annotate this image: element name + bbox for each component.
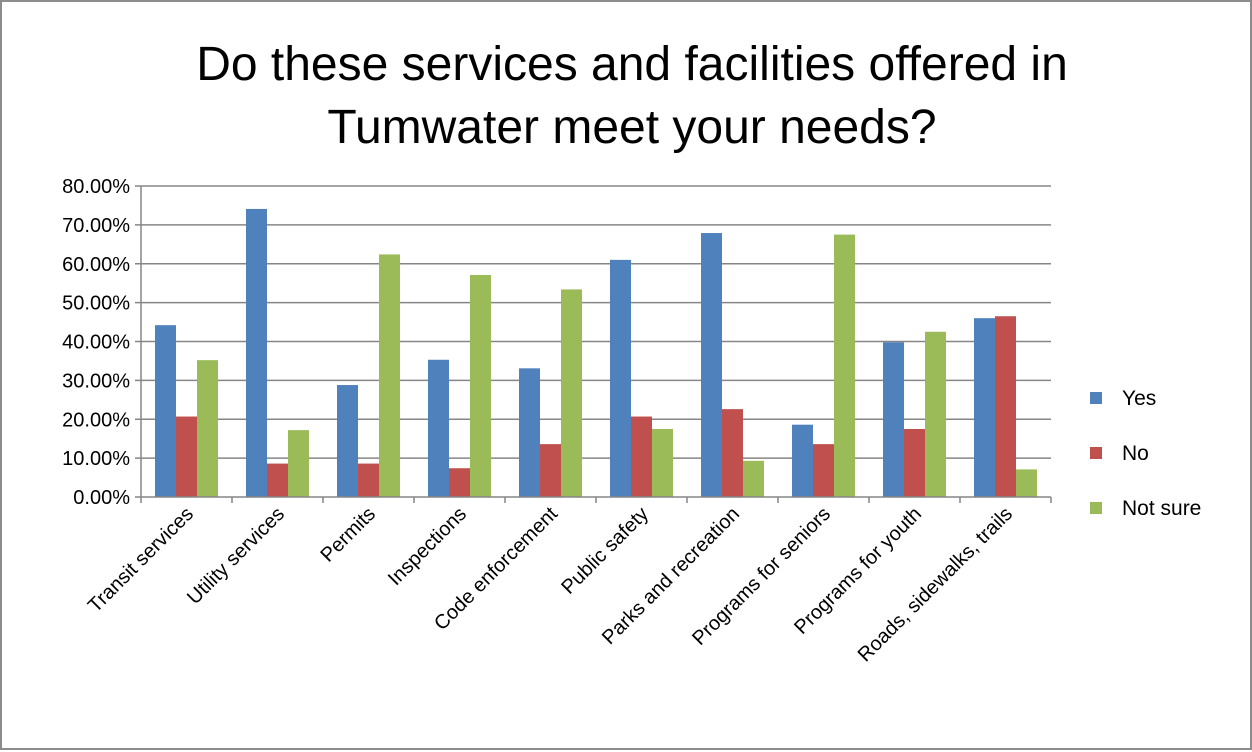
bars	[155, 208, 1037, 497]
bar-no	[722, 409, 743, 497]
bar-no	[358, 463, 379, 497]
legend-label: Not sure	[1122, 497, 1201, 520]
bar-not-sure	[834, 234, 855, 497]
bar-yes	[519, 368, 540, 497]
bar-yes	[974, 318, 995, 497]
bar-yes	[792, 424, 813, 497]
x-category-label: Public safety	[557, 503, 653, 599]
bar-not-sure	[288, 430, 309, 497]
bar-not-sure	[743, 460, 764, 497]
bar-no	[449, 468, 470, 497]
y-tick-label: 50.00%	[62, 293, 130, 315]
y-tick-labels: 0.00% 10.00% 20.00% 30.00% 40.00% 50.00% 60.00…	[62, 176, 130, 509]
x-category-label: Transit services	[84, 503, 198, 617]
bar-yes	[610, 259, 631, 497]
bar-not-sure	[197, 360, 218, 497]
bar-not-sure	[561, 289, 582, 497]
x-category-label: Roads, sidewalks, trails	[854, 503, 1017, 666]
bar-yes	[155, 325, 176, 497]
x-category-label: Utility services	[183, 503, 289, 609]
bar-no	[995, 316, 1016, 497]
bar-not-sure	[470, 275, 491, 497]
bar-no	[267, 463, 288, 497]
gridlines	[141, 185, 1051, 459]
legend-swatch	[1090, 447, 1102, 459]
y-tick-label: 20.00%	[62, 409, 130, 431]
legend-label: Yes	[1122, 387, 1156, 410]
y-tick-label: 70.00%	[62, 215, 130, 237]
bar-not-sure	[1016, 469, 1037, 497]
legend-swatch	[1090, 392, 1102, 404]
chart-title-line-1: Do these services and facilities offered…	[196, 38, 1068, 91]
bar-not-sure	[652, 428, 673, 497]
bar-yes	[337, 385, 358, 497]
y-tick-label: 80.00%	[62, 176, 130, 198]
bar-not-sure	[925, 331, 946, 497]
y-tick-label: 60.00%	[62, 254, 130, 276]
bar-yes	[701, 233, 722, 497]
y-tick-label: 0.00%	[73, 487, 130, 509]
bar-no	[904, 428, 925, 497]
y-tick-label: 40.00%	[62, 332, 130, 354]
bar-no	[631, 416, 652, 497]
legend: Yes No Not sure	[1090, 387, 1201, 520]
axes	[135, 185, 1052, 503]
legend-label: No	[1122, 442, 1149, 465]
bar-no	[176, 416, 197, 497]
y-tick-label: 10.00%	[62, 448, 130, 470]
bar-yes	[246, 208, 267, 497]
x-category-label: Inspections	[384, 503, 471, 590]
bar-yes	[428, 359, 449, 497]
bar-no	[540, 444, 561, 497]
legend-swatch	[1090, 502, 1102, 514]
y-tick-label: 30.00%	[62, 370, 130, 392]
bar-no	[813, 444, 834, 497]
bar-yes	[883, 342, 904, 497]
x-category-label: Permits	[317, 503, 380, 566]
chart-title-line-2: Tumwater meet your needs?	[327, 101, 936, 154]
bar-not-sure	[379, 254, 400, 497]
